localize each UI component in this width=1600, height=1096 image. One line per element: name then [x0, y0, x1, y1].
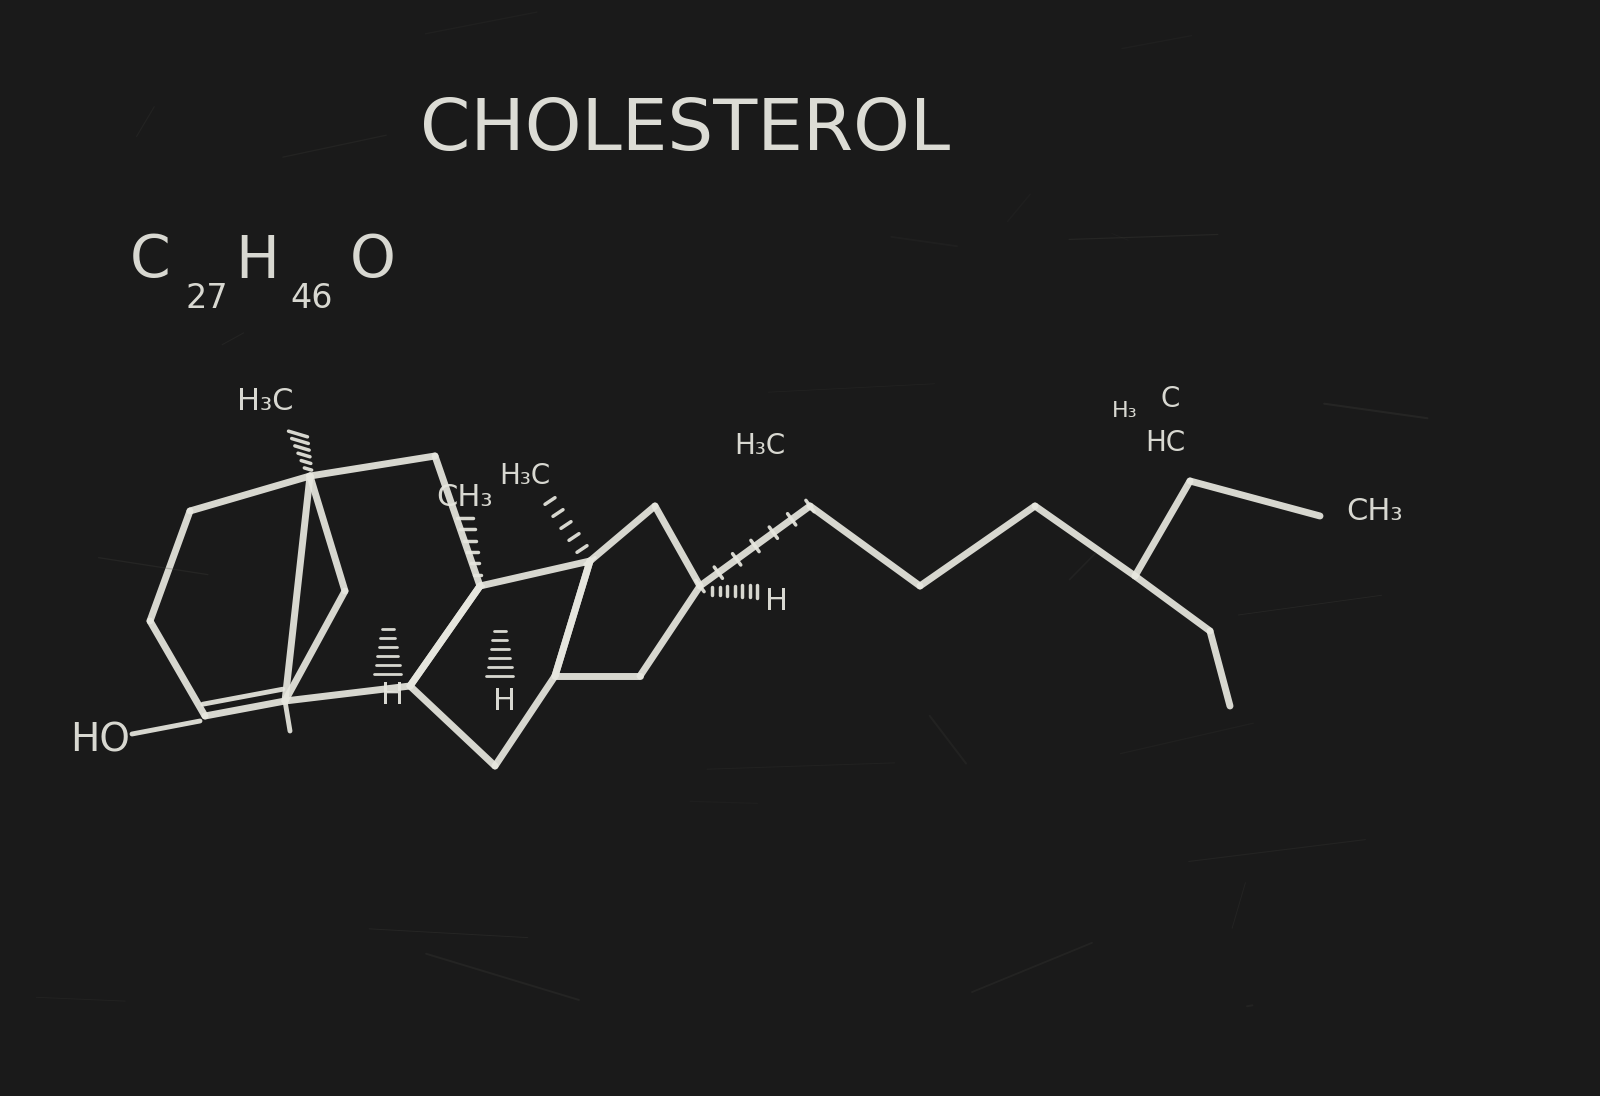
- Text: H₃C: H₃C: [237, 387, 293, 415]
- Text: H: H: [381, 681, 403, 710]
- Text: H₃C: H₃C: [499, 463, 550, 490]
- Text: CHOLESTEROL: CHOLESTEROL: [419, 96, 950, 165]
- Text: CH₃: CH₃: [1347, 496, 1403, 525]
- Text: H: H: [235, 232, 278, 289]
- Text: C: C: [1160, 385, 1179, 413]
- Text: H: H: [493, 686, 517, 716]
- Text: HO: HO: [70, 722, 130, 760]
- Text: H₃C: H₃C: [734, 432, 786, 460]
- Text: HC: HC: [1146, 429, 1186, 457]
- Text: H₃: H₃: [1112, 401, 1138, 421]
- Text: 27: 27: [186, 283, 227, 316]
- Text: O: O: [350, 232, 395, 289]
- Text: C: C: [130, 232, 171, 289]
- Text: H: H: [765, 586, 789, 616]
- Text: 46: 46: [290, 283, 333, 316]
- Text: CH₃: CH₃: [437, 483, 493, 513]
